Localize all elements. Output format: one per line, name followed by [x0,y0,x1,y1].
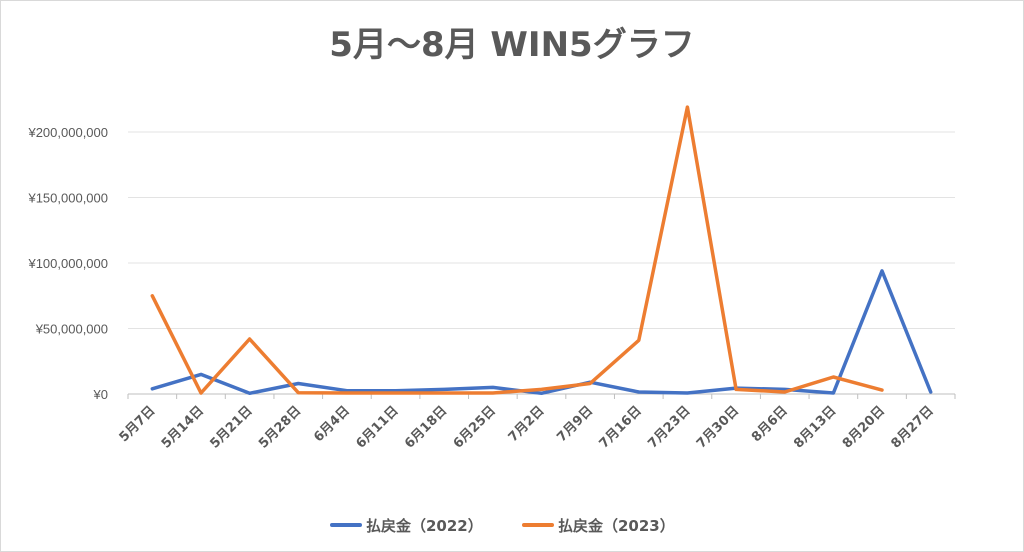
x-tick-label: 7月2日 [506,403,548,445]
x-tick-label: 7月16日 [597,403,645,451]
x-tick-label: 7月9日 [554,403,596,445]
x-tick-label: 7月30日 [694,403,742,451]
legend-label: 払戻金（2023） [558,517,675,535]
y-tick-label: ¥0 [93,387,108,402]
y-tick-label: ¥150,000,000 [27,191,108,206]
x-axis-ticks: 5月7日 5月14日 5月21日 5月28日 6月4日 6月11日 6月18日 6月25日 7月… [117,394,956,452]
x-tick-label: 7月23日 [645,403,693,451]
x-tick-label: 8月20日 [840,403,888,451]
chart-title: 5月～8月 WIN5グラフ [329,25,694,65]
x-tick-label: 6月18日 [402,403,450,451]
legend: 払戻金（2022） 払戻金（2023） [330,517,675,535]
y-axis-ticks: ¥0 ¥50,000,000 ¥100,000,000 ¥150,000,000 ¥20… [27,125,108,402]
x-tick-label: 6月4日 [311,403,353,445]
y-tick-label: ¥200,000,000 [27,125,108,140]
series-line-1 [150,269,933,396]
x-tick-label: 8月6日 [749,403,791,445]
x-tick-label: 5月28日 [256,403,304,451]
y-tick-label: ¥100,000,000 [27,256,108,271]
y-tick-label: ¥50,000,000 [35,322,108,337]
x-tick-label: 8月27日 [889,403,937,451]
gridlines [128,131,955,395]
x-tick-label: 6月11日 [353,403,401,451]
legend-label: 払戻金（2022） [366,517,483,535]
series-line-2 [150,105,884,395]
x-tick-label: 8月13日 [791,403,839,451]
x-tick-label: 5月7日 [117,403,159,445]
x-tick-label: 5月21日 [207,403,255,451]
series-lines [150,105,933,396]
x-tick-label: 6月25日 [451,403,499,451]
x-tick-label: 5月14日 [159,403,207,451]
